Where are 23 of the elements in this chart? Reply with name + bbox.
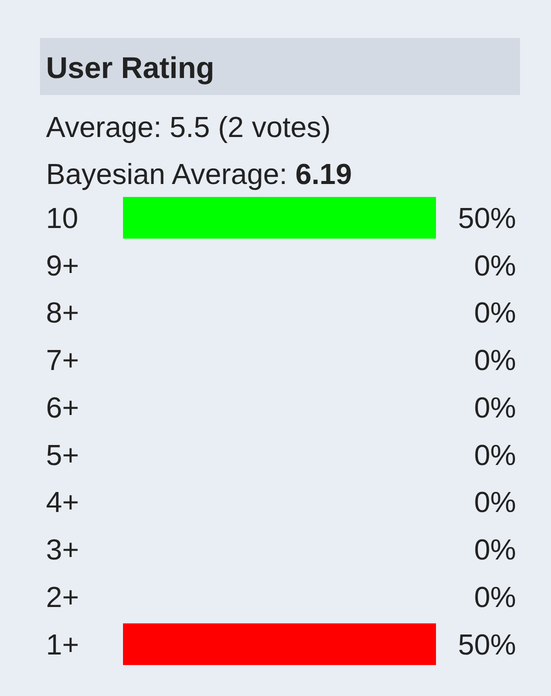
data-label: 50% — [458, 629, 516, 662]
y-tick-label: 4+ — [46, 487, 80, 520]
data-label: 0% — [474, 582, 516, 614]
y-tick-label: 2+ — [46, 582, 80, 614]
chart-title: User Rating — [46, 52, 214, 85]
data-label: 0% — [474, 487, 516, 520]
y-tick-label: 7+ — [46, 345, 80, 378]
y-tick-label: 5+ — [46, 440, 80, 472]
y-tick-label: 9+ — [46, 250, 80, 282]
text: Bayesian Average: 6.19 — [46, 159, 352, 191]
y-tick-label: 8+ — [46, 298, 80, 330]
data-label: 0% — [474, 298, 516, 330]
y-tick-label: 6+ — [46, 392, 80, 424]
data-label: 0% — [474, 392, 516, 424]
data-label: 0% — [474, 250, 516, 282]
y-tick-label: 10 — [46, 202, 78, 235]
y-tick-label: 3+ — [46, 534, 80, 567]
data-label: 0% — [474, 440, 516, 472]
data-label: 0% — [474, 534, 516, 567]
chart-subtitle: Average: 5.5 (2 votes) — [46, 112, 331, 144]
y-tick-label: 1+ — [46, 629, 80, 662]
data-label: 50% — [458, 202, 516, 235]
data-label: 0% — [474, 345, 516, 378]
